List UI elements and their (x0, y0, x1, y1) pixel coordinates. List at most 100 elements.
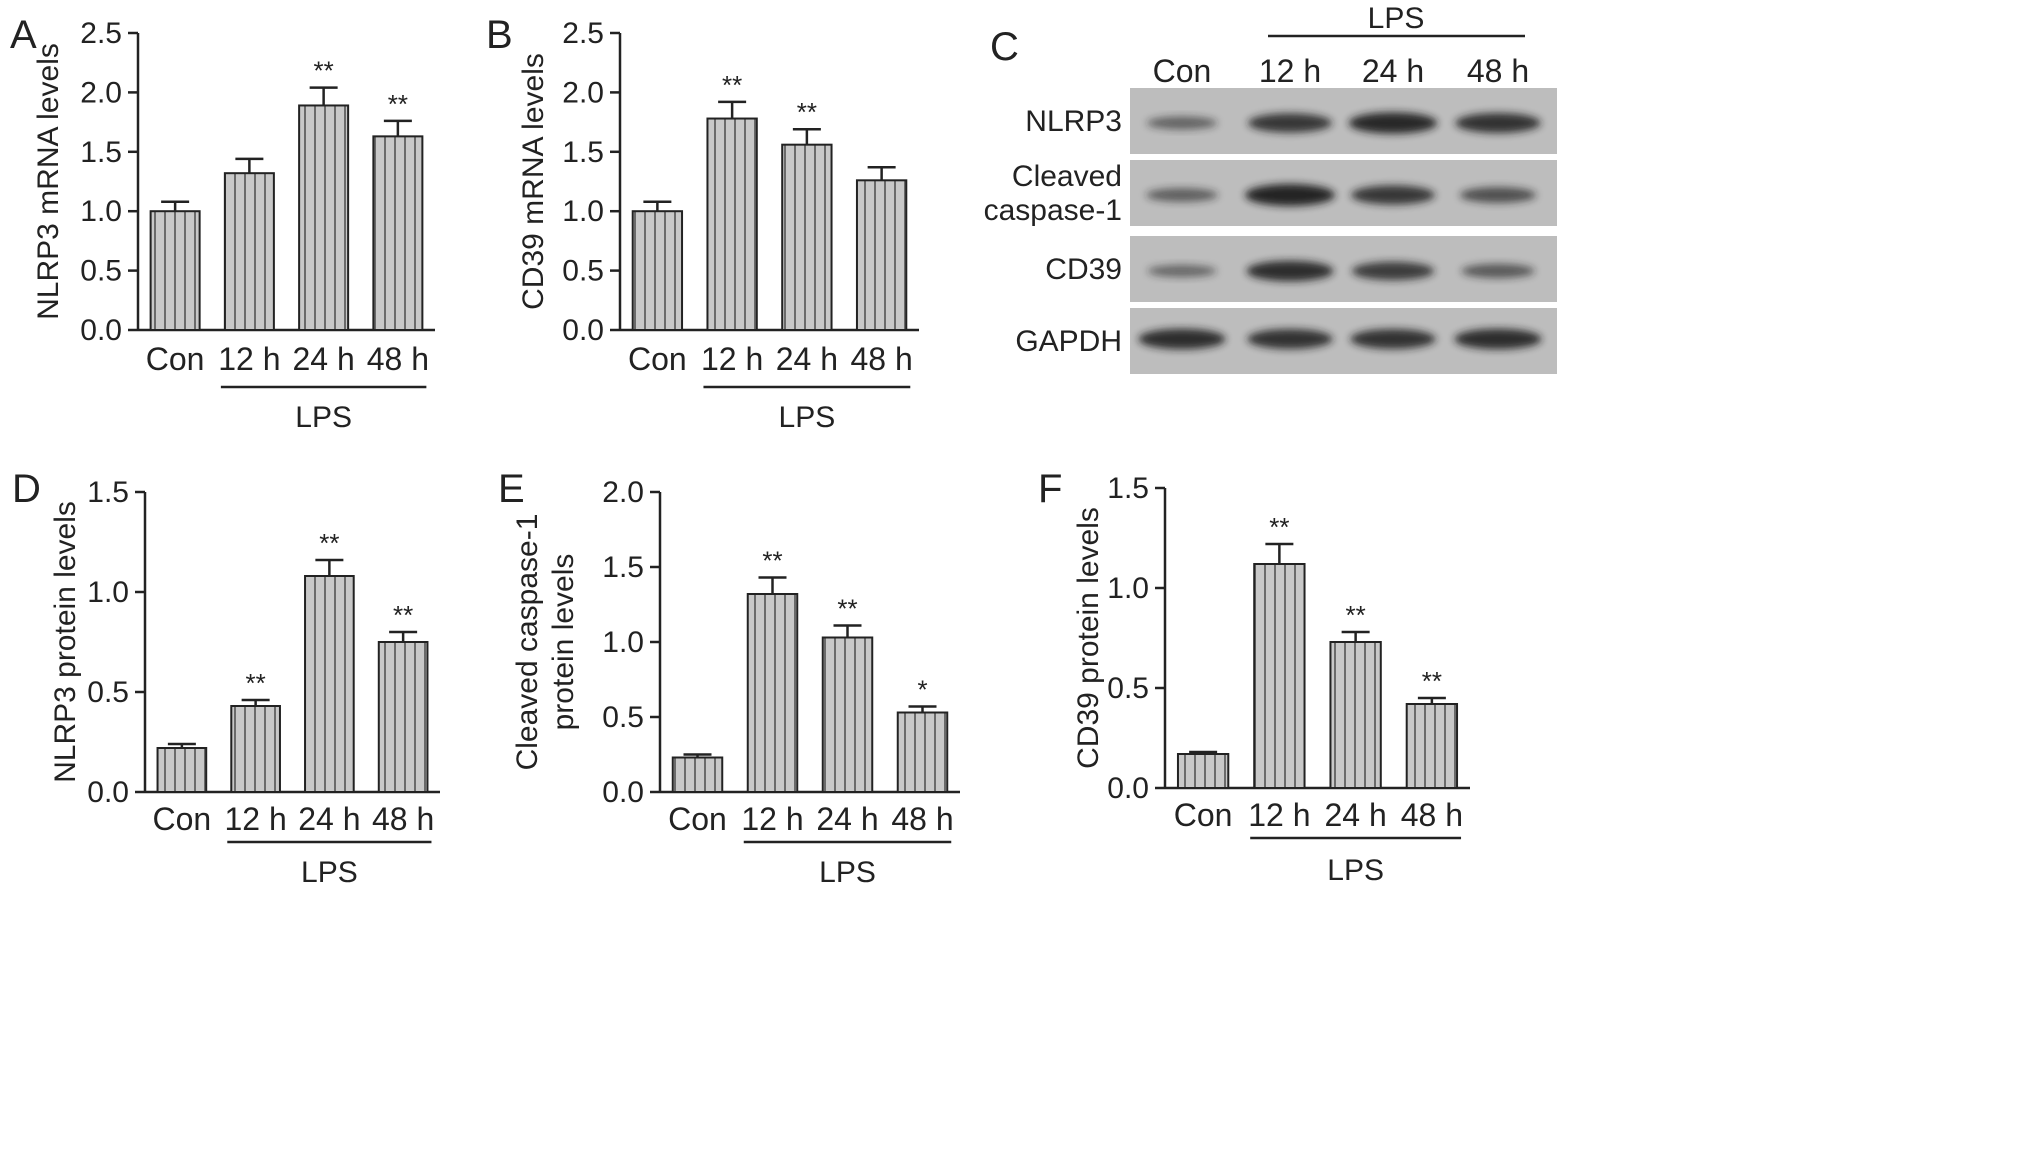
blot-row-label-line: GAPDH (1015, 325, 1122, 358)
y-axis-title: NLRP3 mRNA levels (32, 43, 65, 320)
x-tick-label: Con (1174, 797, 1233, 833)
blot-row: CD39 (1045, 236, 1557, 302)
y-axis-title: CD39 protein levels (1072, 507, 1105, 769)
y-tick-label: 0.0 (80, 314, 122, 347)
significance-label: ** (1422, 666, 1442, 696)
bar (631, 210, 684, 331)
significance-label: ** (393, 600, 413, 630)
x-tick-label: 24 h (776, 341, 838, 377)
group-label: LPS (295, 401, 352, 434)
x-tick-label: Con (628, 341, 687, 377)
bar (746, 593, 799, 793)
bar (855, 179, 908, 331)
group-label: LPS (819, 856, 876, 889)
significance-label: ** (319, 528, 339, 558)
x-tick-label: Con (153, 801, 212, 837)
blot-row-label: NLRP3 (1025, 105, 1122, 138)
treatment-label: LPS (1368, 2, 1425, 35)
band (1455, 113, 1541, 133)
panel-letter: C (990, 25, 1019, 69)
x-tick-label: Con (668, 801, 727, 837)
blot-row-label: CD39 (1045, 253, 1122, 286)
band (1147, 264, 1217, 278)
y-tick-label: 0.5 (602, 701, 644, 734)
significance-label: ** (762, 546, 782, 576)
band (1351, 261, 1435, 281)
y-tick-label: 1.0 (562, 195, 604, 228)
y-axis-title-line: CD39 protein levels (1072, 507, 1105, 769)
band (1351, 185, 1435, 205)
y-axis-title-line: protein levels (547, 554, 580, 731)
y-axis-title: Cleaved caspase-1 protein levels (511, 514, 580, 771)
y-tick-label: 2.0 (80, 76, 122, 109)
y-tick-label: 1.5 (602, 551, 644, 584)
y-tick-label: 0.5 (80, 255, 122, 288)
band (1248, 113, 1332, 133)
significance-label: ** (722, 70, 742, 100)
y-tick-label: 0.5 (562, 255, 604, 288)
x-tick-label: 12 h (741, 801, 803, 837)
significance-label: ** (797, 97, 817, 127)
bar (298, 104, 350, 331)
y-tick-label: 2.5 (80, 17, 122, 50)
y-tick-label: 1.5 (80, 136, 122, 169)
x-tick-label: 48 h (891, 801, 953, 837)
bar (781, 143, 833, 331)
band (1350, 329, 1436, 349)
bar (821, 636, 874, 793)
band (1348, 112, 1438, 134)
western-blot-panel: C LPS Con 12 h 24 h 48 h NLRP3 Cleaved caspase-1… (984, 2, 1557, 374)
y-tick-label: 0.0 (602, 776, 644, 809)
group-label: LPS (779, 401, 836, 434)
blot-row-label-line: Cleaved (1012, 160, 1122, 193)
y-tick-label: 1.0 (602, 626, 644, 659)
x-tick-label: 24 h (292, 341, 354, 377)
y-tick-label: 1.0 (87, 576, 129, 609)
x-tick-label: 12 h (701, 341, 763, 377)
significance-label: ** (1346, 600, 1366, 630)
y-tick-label: 1.0 (1107, 572, 1149, 605)
y-tick-label: 0.5 (87, 676, 129, 709)
bar (706, 117, 758, 332)
bar (671, 756, 724, 793)
band (1146, 188, 1218, 202)
x-tick-label: 24 h (1324, 797, 1386, 833)
band (1245, 184, 1335, 206)
group-label: LPS (301, 856, 358, 889)
blot-row-label: GAPDH (1015, 325, 1122, 358)
band (1454, 328, 1542, 350)
bar (377, 641, 429, 793)
y-axis-title-line: NLRP3 mRNA levels (32, 43, 65, 320)
x-tick-label: 48 h (1401, 797, 1463, 833)
bar (896, 711, 949, 793)
y-tick-label: 0.5 (1107, 672, 1149, 705)
band (1461, 263, 1535, 279)
blot-row-label-line: CD39 (1045, 253, 1122, 286)
y-tick-label: 2.0 (562, 76, 604, 109)
x-tick-label: Con (146, 341, 205, 377)
significance-label: ** (388, 89, 408, 119)
bar (230, 705, 281, 793)
bar (149, 210, 201, 331)
significance-label: ** (314, 56, 334, 86)
x-tick-label: 48 h (367, 341, 429, 377)
chart-panel-b: B 0.0 0.5 1.0 1.5 2.0 2.5 CD39 mRNA levels Con **… (486, 13, 919, 434)
panel-letter: D (12, 467, 41, 511)
panel-letter: E (498, 467, 525, 511)
bar (1253, 563, 1306, 789)
lane-label: 24 h (1362, 53, 1424, 89)
x-tick-label: 12 h (218, 341, 280, 377)
significance-label: ** (1269, 512, 1289, 542)
blot-row-label: Cleaved caspase-1 (984, 160, 1122, 227)
band (1246, 260, 1334, 282)
bar (1176, 753, 1230, 789)
bar (156, 747, 208, 793)
panel-letter: F (1038, 467, 1062, 511)
y-tick-label: 1.5 (87, 476, 129, 509)
y-tick-label: 1.5 (1107, 472, 1149, 505)
blot-row: Cleaved caspase-1 (984, 160, 1557, 227)
blot-row-label-line: NLRP3 (1025, 105, 1122, 138)
lane-label: 12 h (1259, 53, 1321, 89)
